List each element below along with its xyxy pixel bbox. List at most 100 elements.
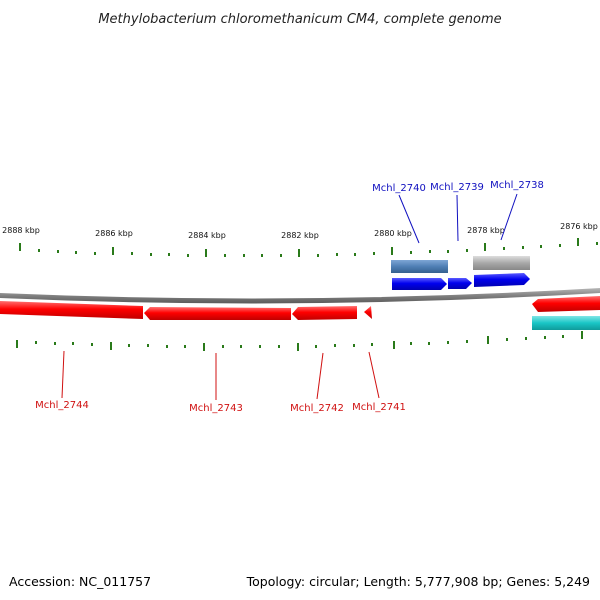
tick-minor: [466, 340, 468, 343]
inner-tick-row: [16, 331, 583, 351]
tick-minor: [410, 342, 412, 345]
forward-gene-labels: Mchl_2740 Mchl_2739 Mchl_2738: [372, 180, 544, 244]
gene-feature-mchl-2740[interactable]: [392, 278, 447, 290]
tick-minor: [525, 337, 527, 340]
kbp-label: 2888 kbp: [2, 226, 40, 235]
tick-major: [112, 247, 114, 255]
tick-minor: [506, 338, 508, 341]
tick-minor: [317, 254, 319, 257]
tick-minor: [278, 345, 280, 348]
cyan-feature[interactable]: [532, 316, 600, 330]
tick-minor: [373, 252, 375, 255]
tick-major: [487, 336, 489, 344]
tick-minor: [261, 254, 263, 257]
tick-minor: [243, 254, 245, 257]
tick-minor: [184, 345, 186, 348]
gene-feature-mchl-2744[interactable]: [0, 301, 143, 319]
tick-major: [484, 243, 486, 251]
gene-label-mchl-2744[interactable]: Mchl_2744: [35, 400, 89, 411]
outer-tick-row: [19, 238, 598, 257]
gene-label-mchl-2739[interactable]: Mchl_2739: [430, 182, 484, 193]
kbp-label: 2886 kbp: [95, 229, 133, 238]
kbp-label: 2884 kbp: [188, 231, 226, 240]
tick-major: [16, 340, 18, 348]
leader-line: [398, 194, 420, 244]
steelblue-feature[interactable]: [391, 260, 448, 273]
tick-major: [205, 249, 207, 257]
gene-feature-mchl-2742[interactable]: [292, 306, 357, 320]
tick-minor: [150, 253, 152, 256]
kbp-label: 2878 kbp: [467, 226, 505, 235]
gene-feature-mchl-2738[interactable]: [474, 273, 530, 287]
tick-minor: [544, 336, 546, 339]
tick-minor: [353, 344, 355, 347]
tick-minor: [428, 342, 430, 345]
tick-minor: [35, 341, 37, 344]
tick-minor: [91, 343, 93, 346]
tick-minor: [447, 341, 449, 344]
tick-major: [110, 342, 112, 350]
leader-line: [316, 352, 324, 400]
tick-major: [19, 243, 21, 251]
kbp-scale: 2888 kbp 2886 kbp 2884 kbp 2882 kbp 2880…: [2, 222, 598, 240]
tick-minor: [94, 252, 96, 255]
leader-line: [456, 194, 459, 242]
gene-label-mchl-2740[interactable]: Mchl_2740: [372, 183, 426, 194]
tick-minor: [75, 251, 77, 254]
gene-label-mchl-2741[interactable]: Mchl_2741: [352, 402, 406, 413]
tick-minor: [562, 335, 564, 338]
tick-major: [393, 341, 395, 349]
tick-minor: [410, 251, 412, 254]
tick-minor: [222, 345, 224, 348]
gene-label-mchl-2742[interactable]: Mchl_2742: [290, 403, 344, 414]
tick-minor: [128, 344, 130, 347]
kbp-label: 2876 kbp: [560, 222, 598, 231]
kbp-label: 2882 kbp: [281, 231, 319, 240]
tick-minor: [429, 250, 431, 253]
accession-text: Accession: NC_011757: [9, 574, 151, 589]
tick-minor: [466, 249, 468, 252]
tick-minor: [240, 345, 242, 348]
tick-minor: [259, 345, 261, 348]
gene-label-mchl-2738[interactable]: Mchl_2738: [490, 180, 544, 191]
grey-feature[interactable]: [473, 256, 530, 270]
tick-minor: [131, 252, 133, 255]
tick-minor: [187, 254, 189, 257]
kbp-label: 2880 kbp: [374, 229, 412, 238]
tick-major: [297, 343, 299, 351]
tick-minor: [168, 253, 170, 256]
tick-minor: [540, 245, 542, 248]
leader-line: [61, 350, 65, 399]
tick-minor: [447, 250, 449, 253]
red-feature-edge[interactable]: [532, 296, 600, 312]
tick-major: [577, 238, 579, 246]
tick-minor: [315, 345, 317, 348]
tick-major: [203, 343, 205, 351]
map-title: Methylobacterium chloromethanicum CM4, c…: [98, 12, 501, 27]
gene-feature-mchl-2741[interactable]: [364, 306, 372, 319]
gene-feature-mchl-2743[interactable]: [144, 307, 291, 320]
tick-minor: [559, 244, 561, 247]
tick-minor: [354, 253, 356, 256]
tick-minor: [54, 342, 56, 345]
gene-label-mchl-2743[interactable]: Mchl_2743: [189, 403, 243, 414]
tick-minor: [147, 344, 149, 347]
gene-feature-mchl-2739[interactable]: [448, 278, 472, 289]
tick-minor: [336, 253, 338, 256]
genome-summary-text: Topology: circular; Length: 5,777,908 bp…: [246, 574, 590, 589]
genome-backbone: [0, 288, 600, 304]
tick-minor: [503, 247, 505, 250]
tick-minor: [224, 254, 226, 257]
tick-minor: [280, 254, 282, 257]
leader-line: [368, 351, 380, 399]
tick-minor: [596, 242, 598, 245]
tick-major: [391, 247, 393, 255]
tick-major: [298, 249, 300, 257]
tick-minor: [57, 250, 59, 253]
tick-minor: [38, 249, 40, 252]
tick-minor: [371, 343, 373, 346]
tick-major: [581, 331, 583, 339]
tick-minor: [522, 246, 524, 249]
tick-minor: [334, 344, 336, 347]
